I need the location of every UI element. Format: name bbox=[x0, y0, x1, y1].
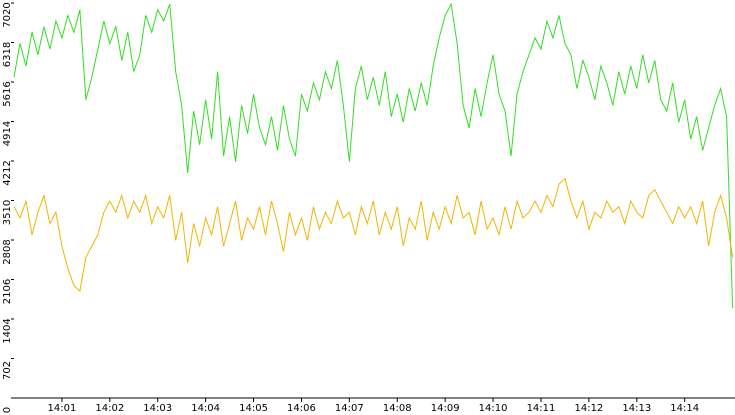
x-tick-label: 14:05 bbox=[239, 403, 268, 414]
y-tick-label: 2808 bbox=[2, 239, 13, 264]
x-tick-label: 14:06 bbox=[287, 403, 316, 414]
x-tick-label: 14:14 bbox=[670, 403, 699, 414]
x-tick-label: 14:12 bbox=[574, 403, 603, 414]
x-tick-label: 14:03 bbox=[143, 403, 172, 414]
x-tick-label: 14:09 bbox=[431, 403, 460, 414]
x-tick-label: 14:04 bbox=[191, 403, 220, 414]
y-tick-label: 702 bbox=[2, 361, 13, 380]
y-tick-label: 3510 bbox=[2, 200, 13, 225]
y-tick-label: 0 bbox=[2, 407, 13, 413]
y-tick-label: 4212 bbox=[2, 160, 13, 185]
x-tick-label: 14:13 bbox=[622, 403, 651, 414]
y-tick-label: 6318 bbox=[2, 42, 13, 67]
series-line bbox=[13, 177, 734, 293]
x-tick-label: 14:01 bbox=[47, 403, 76, 414]
series-line bbox=[13, 2, 734, 308]
y-tick-label: 7020 bbox=[2, 2, 13, 27]
y-tick-label: 4914 bbox=[2, 121, 13, 146]
y-tick-label: 5616 bbox=[2, 81, 13, 106]
x-tick-label: 14:10 bbox=[479, 403, 508, 414]
x-tick-label: 14:02 bbox=[95, 403, 124, 414]
y-tick-label: 1404 bbox=[2, 318, 13, 343]
x-tick-label: 14:08 bbox=[383, 403, 412, 414]
x-tick-label: 14:07 bbox=[335, 403, 364, 414]
x-tick-label: 14:11 bbox=[527, 403, 556, 414]
y-tick-label: 2106 bbox=[2, 279, 13, 304]
